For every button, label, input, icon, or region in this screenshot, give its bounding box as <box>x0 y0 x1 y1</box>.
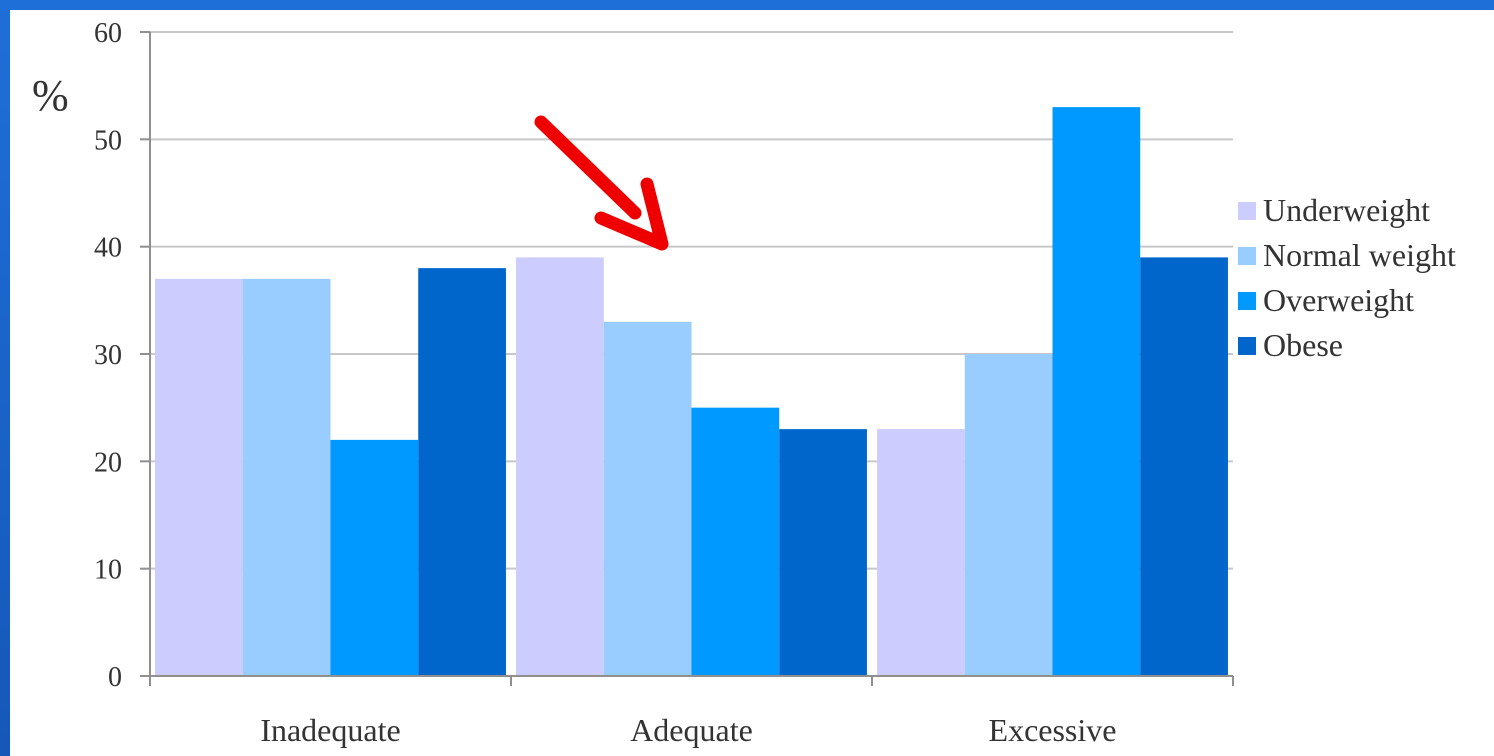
y-tick-label: 20 <box>94 447 122 478</box>
bar-normal-weight-inadequate <box>242 278 331 676</box>
x-category-label: Excessive <box>989 712 1117 748</box>
y-tick-labels: 0 10 20 30 40 50 60 <box>94 18 122 693</box>
bar-overweight-excessive <box>1052 107 1141 677</box>
bar-obese-inadequate <box>418 268 506 676</box>
legend-swatch <box>1238 202 1256 220</box>
y-tick-label: 30 <box>94 340 122 371</box>
bar-obese-adequate <box>779 429 867 676</box>
bar-underweight-inadequate <box>155 278 243 676</box>
bar-overweight-inadequate <box>330 439 419 676</box>
legend-swatch <box>1238 337 1256 355</box>
bars <box>155 107 1228 677</box>
y-tick-label: 60 <box>94 18 122 49</box>
y-tick-label: 10 <box>94 555 122 586</box>
legend-swatch <box>1238 247 1256 265</box>
axes <box>140 31 1234 686</box>
x-category-label: Adequate <box>630 712 753 748</box>
y-tick-label: 50 <box>94 125 122 156</box>
arrow-shaft <box>534 115 642 220</box>
legend-label: Underweight <box>1263 192 1430 228</box>
legend-label: Normal weight <box>1263 237 1456 273</box>
bar-obese-excessive <box>1140 257 1228 676</box>
legend-label: Overweight <box>1263 282 1414 318</box>
y-axis-label: % <box>32 71 69 120</box>
legend-swatch <box>1238 292 1256 310</box>
bar-overweight-adequate <box>691 407 780 676</box>
y-tick-label: 0 <box>108 662 122 693</box>
bar-underweight-excessive <box>877 429 965 676</box>
arrow-head <box>594 177 669 251</box>
legend: Underweight Normal weight Overweight Obese <box>1238 192 1456 363</box>
bar-underweight-adequate <box>516 257 604 676</box>
x-category-labels: Inadequate Adequate Excessive <box>260 712 1116 748</box>
x-category-label: Inadequate <box>260 712 400 748</box>
annotation-arrow <box>534 115 669 251</box>
bar-normal-weight-excessive <box>964 354 1053 676</box>
bar-normal-weight-adequate <box>603 321 692 676</box>
legend-label: Obese <box>1263 327 1343 363</box>
y-tick-label: 40 <box>94 233 122 264</box>
